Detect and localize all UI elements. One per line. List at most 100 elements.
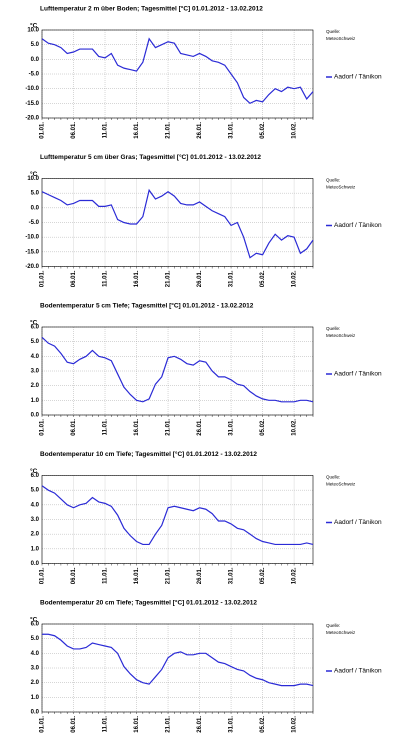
chart-title: Bodentemperatur 20 cm Tiefe; Tagesmittel… [40, 599, 257, 607]
x-tick-label: 26.01. [197, 716, 203, 733]
x-tick-label: 06.01. [71, 122, 77, 139]
chart-title: Lufttemperatur 2 m über Boden; Tagesmitt… [40, 5, 263, 13]
y-tick-label: -10.0 [25, 86, 39, 92]
y-tick-label: 4.0 [31, 354, 40, 360]
plot-frame [41, 178, 314, 267]
chart-title: Bodentemperatur 10 cm Tiefe; Tagesmittel… [40, 450, 257, 458]
y-tick-label: -15.0 [25, 249, 39, 255]
x-tick-label: 11.01. [103, 567, 109, 584]
y-tick-label: 4.0 [31, 502, 40, 508]
x-tick-label: 10.02. [292, 567, 298, 584]
source-note: MeteoSchweiz [326, 333, 356, 338]
x-tick-label: 10.02. [292, 270, 298, 287]
y-tick-label: 0.0 [31, 561, 40, 567]
chart-title: Bodentemperatur 5 cm Tiefe; Tagesmittel … [40, 302, 254, 310]
y-tick-label: 1.0 [31, 398, 40, 404]
x-tick-label: 05.02. [260, 419, 266, 436]
y-tick-label: 0.0 [31, 413, 40, 419]
y-tick-label: 6.0 [31, 622, 40, 628]
y-tick-label: -5.0 [29, 220, 40, 226]
y-tick-label: 5.0 [31, 636, 40, 642]
source-note: MeteoSchweiz [326, 482, 356, 487]
x-tick-label: 26.01. [197, 270, 203, 287]
legend-label: Aadorf / Tänikon [334, 74, 382, 81]
x-tick-label: 16.01. [134, 567, 140, 584]
y-tick-label: 1.0 [31, 695, 40, 701]
y-tick-label: -20.0 [25, 116, 39, 122]
x-tick-label: 16.01. [134, 419, 140, 436]
y-tick-label: -10.0 [25, 235, 39, 241]
y-tick-label: 10.0 [27, 28, 39, 34]
y-tick-label: 0.0 [31, 710, 40, 716]
y-tick-label: 6.0 [31, 325, 40, 331]
x-tick-label: 11.01. [103, 716, 109, 733]
y-tick-label: 0.0 [31, 57, 40, 63]
y-tick-label: 4.0 [31, 651, 40, 657]
source-note: Quelle: [326, 475, 340, 480]
x-tick-label: 01.01. [40, 419, 46, 436]
data-line [41, 336, 314, 403]
data-line [42, 633, 314, 687]
x-tick-label: 31.01. [229, 122, 235, 139]
source-note: Quelle: [326, 326, 340, 331]
x-tick-label: 11.01. [103, 122, 109, 139]
y-tick-label: -5.0 [29, 72, 40, 78]
x-tick-label: 10.02. [292, 122, 298, 139]
x-tick-label: 21.01. [166, 270, 172, 287]
x-tick-label: 06.01. [71, 419, 77, 436]
x-tick-label: 06.01. [71, 270, 77, 287]
x-tick-label: 21.01. [166, 122, 172, 139]
x-tick-label: 05.02. [260, 122, 266, 139]
y-tick-label: 3.0 [31, 517, 40, 523]
x-tick-label: 05.02. [260, 270, 266, 287]
y-tick-label: 5.0 [31, 191, 40, 197]
y-tick-label: 5.0 [31, 339, 40, 345]
y-axis-label: °C [30, 22, 38, 30]
x-tick-label: 01.01. [40, 270, 46, 287]
x-tick-label: 31.01. [229, 270, 235, 287]
x-tick-label: 16.01. [134, 122, 140, 139]
y-tick-label: 10.0 [27, 176, 39, 182]
legend-label: Aadorf / Tänikon [334, 668, 382, 675]
x-tick-label: 21.01. [166, 419, 172, 436]
source-note: Quelle: [326, 623, 340, 628]
source-note: MeteoSchweiz [326, 185, 356, 190]
x-tick-label: 26.01. [197, 567, 203, 584]
y-tick-label: 6.0 [31, 473, 40, 479]
x-tick-label: 06.01. [71, 567, 77, 584]
x-tick-label: 01.01. [40, 716, 46, 733]
x-tick-label: 06.01. [71, 716, 77, 733]
legend-label: Aadorf / Tänikon [334, 222, 382, 229]
data-line [41, 188, 314, 259]
plot-frame [41, 623, 314, 713]
y-tick-label: 5.0 [31, 488, 40, 494]
plot-frame [41, 475, 314, 564]
source-note: MeteoSchweiz [326, 36, 356, 41]
y-tick-label: -15.0 [25, 101, 39, 107]
chart-title: Lufttemperatur 5 cm über Gras; Tagesmitt… [40, 153, 261, 161]
x-tick-label: 05.02. [260, 716, 266, 733]
x-tick-label: 21.01. [166, 567, 172, 584]
plot-frame [41, 29, 314, 119]
legend-label: Aadorf / Tänikon [334, 371, 382, 378]
source-note: Quelle: [326, 178, 340, 183]
x-tick-label: 26.01. [197, 419, 203, 436]
y-tick-label: 2.0 [31, 383, 40, 389]
x-tick-label: 26.01. [197, 122, 203, 139]
legend-label: Aadorf / Tänikon [334, 519, 382, 526]
y-tick-label: 5.0 [31, 42, 40, 48]
x-tick-label: 11.01. [103, 419, 109, 436]
source-note: MeteoSchweiz [326, 630, 356, 635]
y-axis-label: °C [30, 319, 38, 327]
y-axis-label: °C [30, 467, 38, 475]
source-note: Quelle: [326, 29, 340, 34]
data-line [41, 485, 314, 546]
x-tick-label: 31.01. [229, 567, 235, 584]
y-tick-label: 0.0 [31, 205, 40, 211]
x-tick-label: 10.02. [292, 716, 298, 733]
y-tick-label: 3.0 [31, 369, 40, 375]
x-tick-label: 31.01. [229, 419, 235, 436]
x-tick-label: 31.01. [229, 716, 235, 733]
x-tick-label: 10.02. [292, 419, 298, 436]
